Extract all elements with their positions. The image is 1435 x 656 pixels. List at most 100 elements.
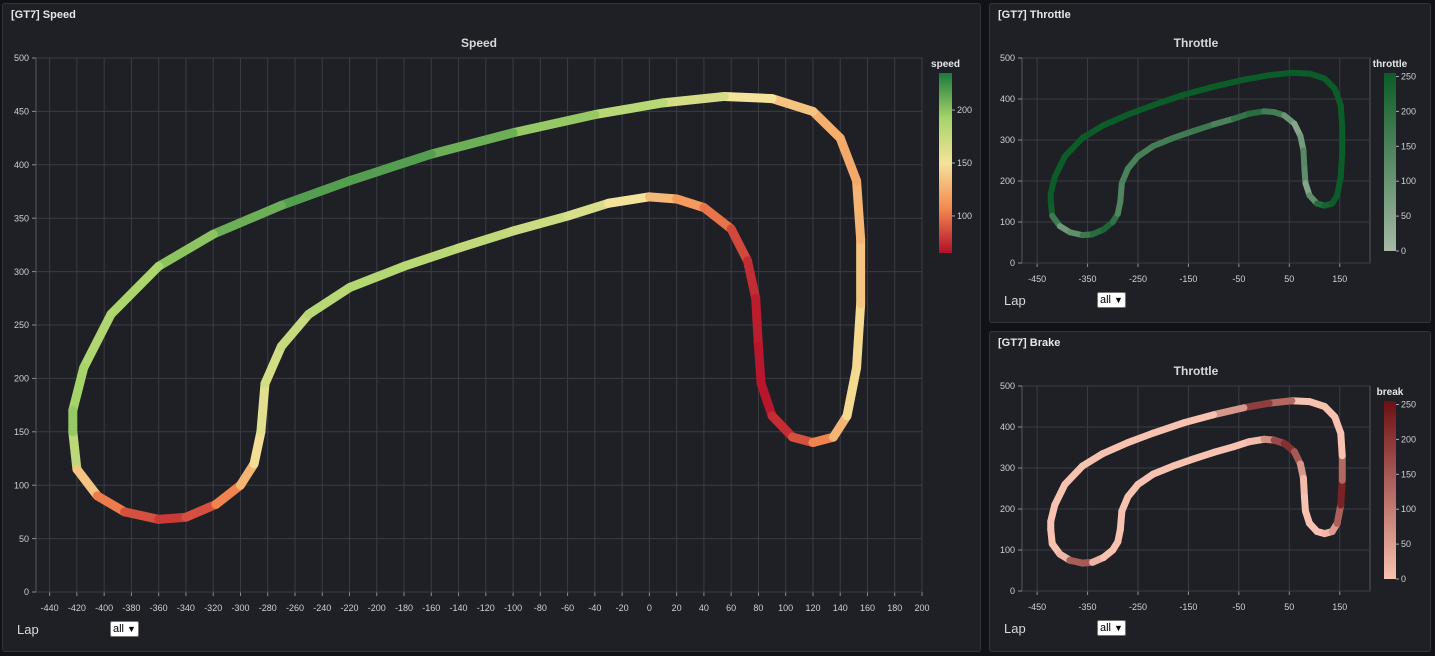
y-tick-label: 0 bbox=[24, 587, 29, 597]
y-tick-label: 200 bbox=[1000, 176, 1015, 186]
colorbar bbox=[939, 73, 952, 253]
track-point bbox=[1117, 180, 1125, 205]
y-tick-label: 300 bbox=[1000, 463, 1015, 473]
y-tick-label: 300 bbox=[14, 267, 29, 277]
track-point bbox=[426, 128, 518, 159]
colorbar-tick-label: 200 bbox=[1401, 106, 1416, 116]
x-tick-label: -180 bbox=[395, 603, 413, 613]
track-point bbox=[1190, 121, 1217, 134]
y-tick-label: 300 bbox=[1000, 135, 1015, 145]
x-tick-label: -300 bbox=[231, 603, 249, 613]
track-point bbox=[154, 229, 218, 271]
track-point bbox=[808, 106, 845, 143]
lap-select-value: all bbox=[1100, 294, 1112, 306]
track-point bbox=[508, 110, 600, 138]
lap-select-value: all bbox=[113, 623, 125, 635]
lap-select-value: all bbox=[1100, 622, 1112, 634]
colorbar-tick-label: 50 bbox=[1401, 211, 1411, 221]
y-tick-label: 450 bbox=[14, 107, 29, 117]
x-tick-label: 0 bbox=[647, 603, 652, 613]
track-point bbox=[1300, 147, 1308, 172]
x-tick-label: 80 bbox=[753, 603, 763, 613]
colorbar-tick-label: 150 bbox=[957, 158, 972, 168]
x-tick-label: -340 bbox=[177, 603, 195, 613]
lap-select[interactable]: all ▼ bbox=[110, 621, 139, 637]
x-tick-label: 150 bbox=[1332, 274, 1347, 284]
track-point bbox=[1061, 462, 1087, 488]
speed-panel: [GT7] Speed -440 -420 -400 -380 -360 -340 -320… bbox=[2, 3, 981, 652]
track-point bbox=[644, 192, 682, 204]
colorbar-tick-label: 150 bbox=[1401, 469, 1416, 479]
lap-select[interactable]: all ▼ bbox=[1097, 292, 1126, 308]
colorbar-tick-label: 150 bbox=[1401, 141, 1416, 151]
chart-title: Throttle bbox=[1174, 364, 1219, 378]
x-tick-label: -220 bbox=[340, 603, 358, 613]
track-point bbox=[1189, 448, 1218, 463]
track-point bbox=[106, 261, 164, 319]
y-tick-label: 50 bbox=[19, 534, 29, 544]
x-tick-label: -350 bbox=[1079, 602, 1097, 612]
y-tick-label: 100 bbox=[14, 480, 29, 490]
chart-title: Throttle bbox=[1174, 36, 1219, 50]
track-point bbox=[767, 94, 818, 116]
x-tick-label: -50 bbox=[1232, 602, 1245, 612]
legend-title: speed bbox=[931, 59, 960, 70]
x-tick-label: -360 bbox=[150, 603, 168, 613]
x-tick-label: -280 bbox=[259, 603, 277, 613]
lap-select[interactable]: all ▼ bbox=[1097, 620, 1126, 636]
track-point bbox=[72, 464, 102, 501]
track-point bbox=[1180, 83, 1217, 98]
x-tick-label: -150 bbox=[1179, 602, 1197, 612]
x-tick-label: -20 bbox=[616, 603, 629, 613]
x-tick-label: -400 bbox=[95, 603, 113, 613]
track-point bbox=[154, 512, 191, 524]
colorbar-tick-label: 250 bbox=[1401, 71, 1416, 81]
y-tick-label: 0 bbox=[1010, 586, 1015, 596]
throttle-chart[interactable]: -450 -350 -250 -150 -50 50 1500100200300400500… bbox=[990, 4, 1430, 322]
track-point bbox=[842, 363, 862, 421]
track-point bbox=[260, 341, 286, 389]
track-point bbox=[590, 98, 668, 120]
x-tick-label: 180 bbox=[887, 603, 902, 613]
track-point bbox=[276, 176, 355, 210]
speed-chart[interactable]: -440 -420 -400 -380 -360 -340 -320 -300 -280 -260… bbox=[3, 4, 980, 651]
track-point bbox=[756, 379, 777, 421]
x-tick-label: -50 bbox=[1232, 274, 1245, 284]
x-tick-label: -450 bbox=[1028, 602, 1046, 612]
track-point bbox=[79, 309, 116, 373]
track-point bbox=[1099, 111, 1131, 129]
x-tick-label: 40 bbox=[699, 603, 709, 613]
track-point bbox=[208, 200, 286, 239]
colorbar-tick-label: 200 bbox=[1401, 434, 1416, 444]
x-tick-label: -40 bbox=[588, 603, 601, 613]
y-tick-label: 500 bbox=[1000, 381, 1015, 391]
colorbar-tick-label: 0 bbox=[1401, 574, 1406, 584]
track-point bbox=[1124, 102, 1157, 118]
x-tick-label: -80 bbox=[534, 603, 547, 613]
x-tick-label: -350 bbox=[1079, 274, 1097, 284]
track-point bbox=[852, 299, 866, 373]
chevron-down-icon: ▼ bbox=[1114, 295, 1123, 305]
track-point bbox=[256, 379, 270, 437]
track-point bbox=[120, 507, 164, 524]
y-tick-label: 500 bbox=[14, 53, 29, 63]
x-tick-label: -120 bbox=[477, 603, 495, 613]
brake-chart[interactable]: -450 -350 -250 -150 -50 50 1500100200300400500… bbox=[990, 332, 1430, 651]
track-point bbox=[563, 198, 613, 221]
track-point bbox=[835, 133, 862, 186]
x-tick-label: -320 bbox=[204, 603, 222, 613]
track-point bbox=[304, 283, 355, 319]
y-tick-label: 100 bbox=[1000, 545, 1015, 555]
track-point bbox=[767, 411, 798, 442]
track-point bbox=[508, 211, 573, 236]
track-point bbox=[1124, 429, 1157, 447]
track-point bbox=[753, 341, 766, 389]
x-tick-label: 20 bbox=[672, 603, 682, 613]
track-point bbox=[699, 203, 736, 234]
panel-title: [GT7] Brake bbox=[998, 337, 1061, 349]
track-point bbox=[1135, 143, 1157, 160]
track-point bbox=[345, 149, 436, 186]
colorbar-tick-label: 100 bbox=[1401, 176, 1416, 186]
colorbar-tick-label: 200 bbox=[957, 105, 972, 115]
track-point bbox=[211, 480, 245, 509]
